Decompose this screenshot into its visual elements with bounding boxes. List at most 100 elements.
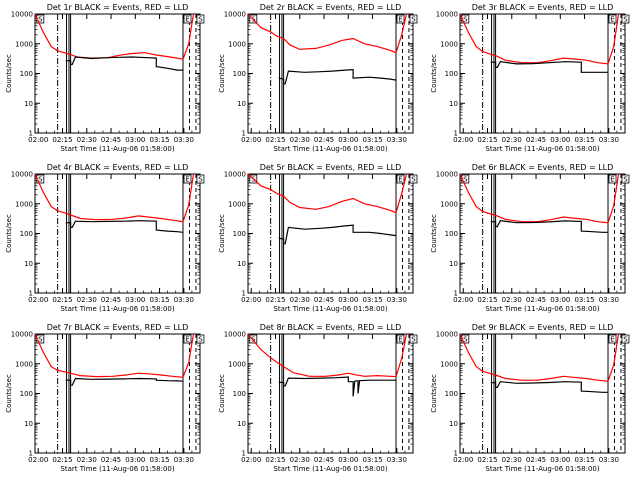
- y-tick-label: 10: [24, 420, 33, 428]
- x-tick-label: 03:30: [387, 136, 407, 144]
- x-tick-label: 02:15: [477, 456, 497, 464]
- flag-marker-box: [183, 14, 192, 24]
- events-series-line: [278, 376, 396, 397]
- y-tick-label: 1: [29, 290, 33, 298]
- y-tick-label: 1000: [440, 40, 458, 48]
- y-tick-label: 10000: [11, 11, 33, 19]
- flag-marker-label: E: [610, 16, 614, 24]
- x-axis-label: Start Time (11-Aug-06 01:58:00): [485, 465, 599, 473]
- flag-marker-label: S: [623, 176, 628, 184]
- y-tick-label: 1000: [228, 360, 246, 368]
- flag-marker-box: [621, 174, 630, 184]
- x-tick-label: 03:15: [574, 136, 594, 144]
- flag-marker-label: E: [185, 336, 189, 344]
- flag-marker-label: E: [185, 16, 189, 24]
- y-tick-label: 100: [20, 70, 33, 78]
- flag-marker-box: [249, 334, 258, 344]
- x-tick-label: 02:00: [28, 136, 48, 144]
- x-tick-label: 02:00: [28, 296, 48, 304]
- x-tick-label: 02:45: [314, 456, 334, 464]
- plot-frame: [247, 13, 414, 134]
- plot-frame: [459, 333, 626, 454]
- x-tick-label: 03:15: [149, 296, 169, 304]
- flag-marker-box: [183, 174, 192, 184]
- plot-frame: [34, 333, 201, 454]
- detector-panel: Det 5r BLACK = Events, RED = LLD 1 10 100 10…: [218, 163, 418, 313]
- events-series-line: [490, 220, 608, 233]
- y-tick-label: 100: [20, 390, 33, 398]
- detector-panel: Det 1r BLACK = Events, RED = LLD 1 10 100 10…: [5, 3, 205, 153]
- x-tick-label: 03:00: [338, 456, 358, 464]
- flag-marker-label: S: [251, 336, 256, 344]
- x-axis-label: Start Time (11-Aug-06 01:58:00): [273, 465, 387, 473]
- detector-panel: Det 7r BLACK = Events, RED = LLD 1 10 100 10…: [5, 323, 205, 473]
- x-tick-label: 02:30: [77, 136, 97, 144]
- x-tick-label: 02:15: [265, 456, 285, 464]
- x-tick-label: 03:30: [387, 456, 407, 464]
- x-tick-label: 02:00: [28, 456, 48, 464]
- flag-marker-box: [409, 14, 418, 24]
- panel-title: Det 4r BLACK = Events, RED = LLD: [47, 163, 189, 172]
- flag-marker-box: [396, 174, 405, 184]
- y-axis-label: Counts/sec: [218, 374, 226, 413]
- y-tick-label: 1000: [228, 200, 246, 208]
- events-series-line: [278, 224, 397, 245]
- x-tick-label: 02:15: [477, 136, 497, 144]
- flag-marker-label: S: [198, 336, 203, 344]
- x-tick-label: 02:30: [290, 456, 310, 464]
- plot-frame: [247, 333, 414, 454]
- x-tick-label: 03:15: [362, 456, 382, 464]
- flag-marker-label: E: [610, 336, 614, 344]
- flag-marker-box: [196, 174, 205, 184]
- flag-marker-label: E: [610, 176, 614, 184]
- y-tick-label: 1: [29, 450, 33, 458]
- panel-title: Det 7r BLACK = Events, RED = LLD: [47, 323, 189, 332]
- flag-marker-label: S: [463, 16, 468, 24]
- y-tick-label: 1000: [15, 360, 33, 368]
- x-axis-label: Start Time (11-Aug-06 01:58:00): [60, 465, 174, 473]
- y-axis-label: Counts/sec: [5, 54, 13, 93]
- x-axis-label: Start Time (11-Aug-06 01:58:00): [485, 305, 599, 313]
- flag-marker-label: E: [398, 336, 402, 344]
- events-series-line: [490, 61, 608, 73]
- panel-title: Det 9r BLACK = Events, RED = LLD: [472, 323, 614, 332]
- y-tick-label: 1000: [228, 40, 246, 48]
- x-axis-label: Start Time (11-Aug-06 01:58:00): [273, 145, 387, 153]
- x-tick-label: 02:45: [101, 456, 121, 464]
- y-tick-label: 100: [445, 230, 458, 238]
- events-series-line: [490, 381, 608, 393]
- y-tick-label: 10: [24, 260, 33, 268]
- y-tick-label: 10: [449, 260, 458, 268]
- y-tick-label: 1: [454, 130, 458, 138]
- y-tick-label: 10000: [436, 11, 458, 19]
- x-tick-label: 03:00: [550, 136, 570, 144]
- flag-marker-box: [396, 334, 405, 344]
- flag-marker-label: S: [198, 176, 203, 184]
- lld-series-line: [459, 333, 620, 382]
- y-tick-label: 1000: [15, 200, 33, 208]
- x-tick-label: 02:45: [101, 136, 121, 144]
- flag-marker-label: S: [411, 176, 416, 184]
- y-tick-label: 100: [445, 390, 458, 398]
- flag-marker-label: E: [398, 176, 402, 184]
- x-tick-label: 03:00: [125, 456, 145, 464]
- flag-marker-box: [621, 334, 630, 344]
- x-tick-label: 02:00: [241, 456, 261, 464]
- y-tick-label: 1: [242, 290, 246, 298]
- x-tick-label: 03:00: [125, 296, 145, 304]
- detector-panel: Det 4r BLACK = Events, RED = LLD 1 10 100 10…: [5, 163, 205, 313]
- lld-series-line: [459, 13, 620, 65]
- y-tick-label: 100: [233, 390, 246, 398]
- y-axis-label: Counts/sec: [430, 54, 438, 93]
- x-tick-label: 02:30: [502, 296, 522, 304]
- panel-title: Det 5r BLACK = Events, RED = LLD: [260, 163, 402, 172]
- flag-marker-label: S: [411, 16, 416, 24]
- x-tick-label: 02:15: [52, 296, 72, 304]
- x-tick-label: 03:15: [149, 136, 169, 144]
- y-tick-label: 100: [20, 230, 33, 238]
- y-tick-label: 1000: [440, 200, 458, 208]
- x-tick-label: 02:30: [502, 136, 522, 144]
- x-tick-label: 03:30: [387, 296, 407, 304]
- y-tick-label: 1: [242, 130, 246, 138]
- x-tick-label: 02:00: [453, 456, 473, 464]
